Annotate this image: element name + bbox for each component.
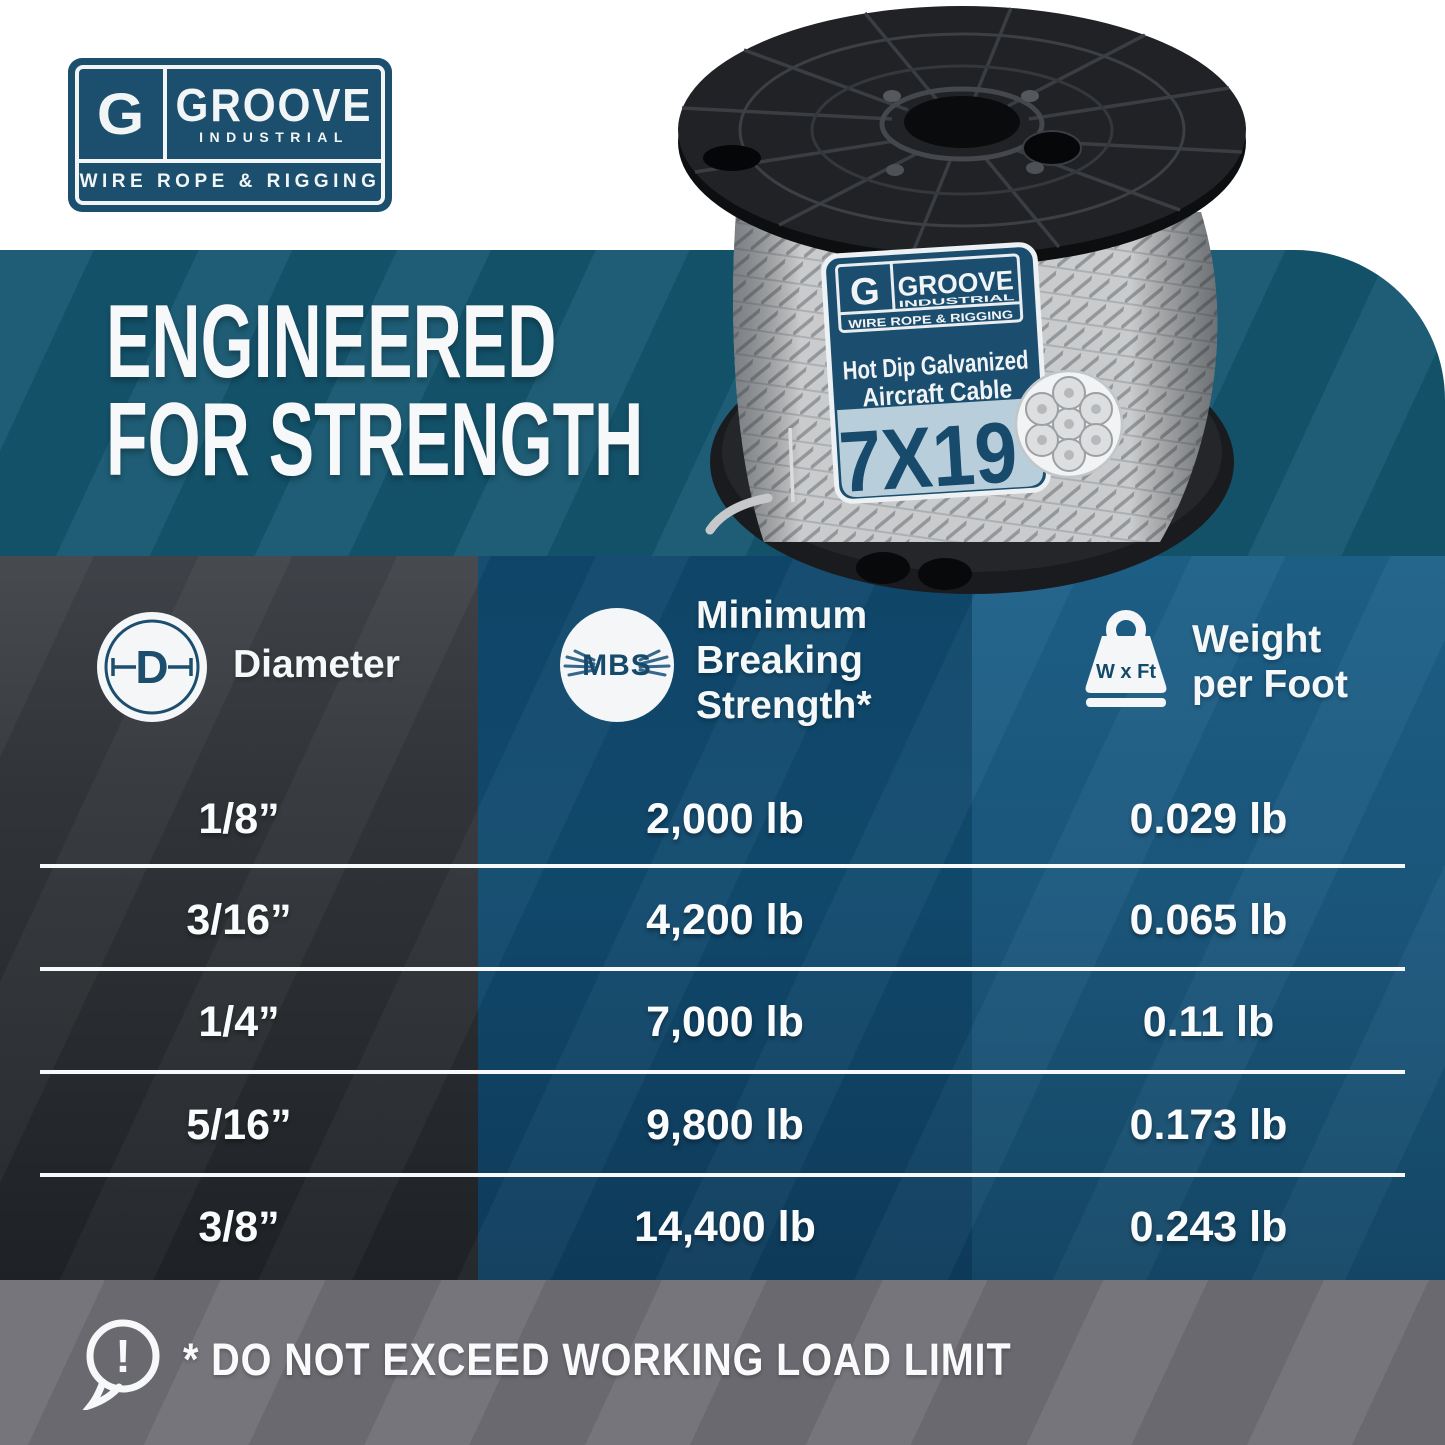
- spool-top-flange: [678, 6, 1246, 266]
- diameter-icon: D: [97, 612, 207, 722]
- cell-diameter-row2: 3/16”: [186, 896, 292, 944]
- headline: ENGINEERED FOR STRENGTH: [106, 284, 644, 498]
- row-separator: [40, 1070, 1405, 1074]
- cell-mbs-row3: 7,000 lb: [646, 998, 804, 1046]
- cell-weight-row4: 0.173 lb: [1129, 1101, 1288, 1149]
- brand-logo-top: G GROOVE INDUSTRIAL: [79, 69, 381, 163]
- brand-name-wrap: GROOVE INDUSTRIAL: [167, 69, 381, 159]
- cell-diameter-row3: 1/4”: [198, 998, 280, 1046]
- cell-diameter-row4: 5/16”: [186, 1101, 292, 1149]
- brand-subtitle: INDUSTRIAL: [199, 129, 349, 146]
- diameter-icon-glyph: D: [135, 641, 168, 693]
- footer-bar: [0, 1280, 1445, 1445]
- alert-bubble-icon: !: [82, 1319, 160, 1410]
- column-header-diameter: Diameter: [233, 643, 400, 686]
- column-header-weight: Weight per Foot: [1192, 618, 1348, 706]
- cell-weight-row1: 0.029 lb: [1129, 795, 1288, 843]
- cell-weight-row5: 0.243 lb: [1129, 1203, 1288, 1251]
- alert-glyph: !: [115, 1330, 130, 1382]
- cell-mbs-row2: 4,200 lb: [646, 896, 804, 944]
- column-bg-diameter: [0, 556, 478, 1280]
- weight-icon-glyph: W x Ft: [1096, 661, 1156, 683]
- cell-mbs-row1: 2,000 lb: [646, 795, 804, 843]
- mbs-icon-glyph: MBS: [582, 649, 652, 682]
- brand-logo: G GROOVE INDUSTRIAL WIRE ROPE & RIGGING: [68, 58, 392, 212]
- cell-mbs-row4: 9,800 lb: [646, 1101, 804, 1149]
- weight-icon: W x Ft: [1085, 610, 1167, 707]
- brand-monogram: G: [97, 81, 145, 147]
- cell-diameter-row1: 1/8”: [198, 795, 280, 843]
- brand-tagline: WIRE ROPE & RIGGING: [79, 171, 381, 192]
- column-bg-mbs: [478, 556, 972, 1280]
- headline-line1: ENGINEERED: [106, 284, 557, 400]
- cell-weight-row2: 0.065 lb: [1129, 896, 1288, 944]
- headline-line2: FOR STRENGTH: [106, 381, 644, 498]
- cell-weight-row3: 0.11 lb: [1142, 998, 1275, 1046]
- column-header-mbs: Minimum Breaking Strength*: [696, 594, 872, 727]
- cell-mbs-row5: 14,400 lb: [634, 1203, 816, 1251]
- cell-diameter-row5: 3/8”: [198, 1203, 280, 1251]
- brand-logo-frame: G GROOVE INDUSTRIAL WIRE ROPE & RIGGING: [75, 65, 385, 205]
- row-separator: [40, 864, 1405, 868]
- brand-name: GROOVE: [175, 78, 373, 131]
- row-separator: [40, 1173, 1405, 1177]
- brand-monogram-box: G: [79, 69, 168, 159]
- footnote-text: * DO NOT EXCEED WORKING LOAD LIMIT: [183, 1334, 1012, 1385]
- mbs-icon: MBS: [560, 608, 674, 722]
- column-bg-weight: [972, 556, 1445, 1280]
- row-separator: [40, 967, 1405, 971]
